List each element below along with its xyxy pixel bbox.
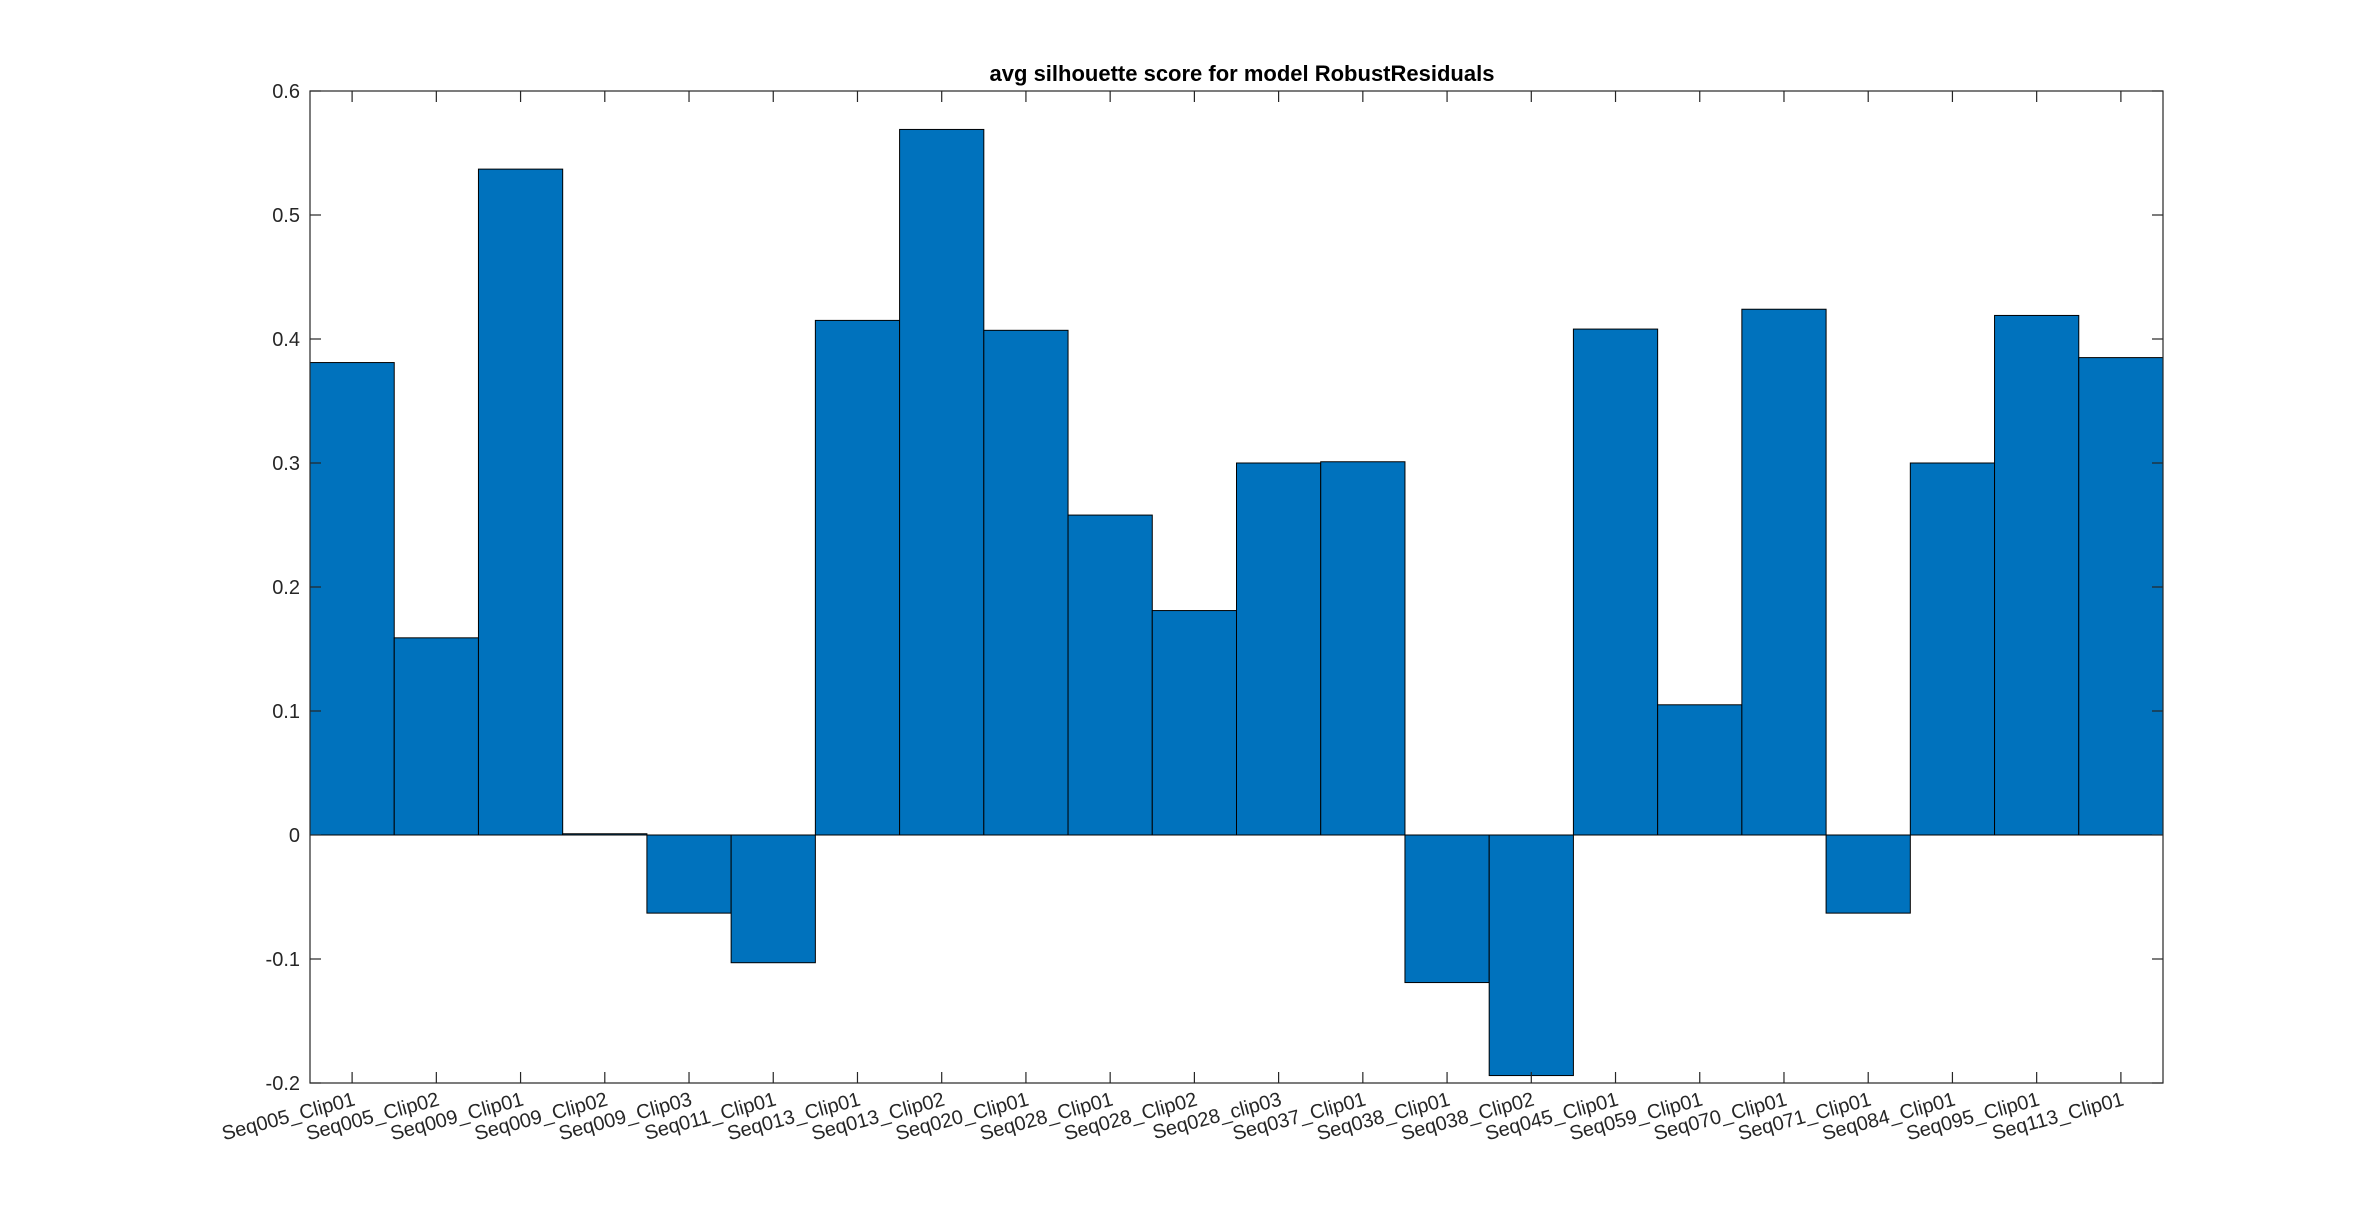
y-tick-labels: 0.6 0.5 0.4 0.3 0.2 0.1 0 -0.1 -0.2 xyxy=(266,81,300,1095)
bar-seq038-clip01 xyxy=(1404,834,1490,984)
bar-seq013-clip01 xyxy=(814,319,901,836)
y-tick-label: 0.1 xyxy=(272,701,300,723)
bar-seq084-clip01 xyxy=(1909,462,1996,836)
bar-seq009-clip03 xyxy=(646,834,732,914)
bar-seq009-clip01 xyxy=(477,168,564,836)
axes-layer xyxy=(309,90,2164,1084)
bar-seq045-clip01 xyxy=(1572,328,1659,836)
bar-seq095-clip01 xyxy=(1994,314,2080,836)
bar-seq070-clip01 xyxy=(1741,308,1827,836)
bar-seq005-clip02 xyxy=(393,637,479,836)
y-tick-label: -0.1 xyxy=(266,949,300,971)
bar-seq113-clip01 xyxy=(2078,357,2164,836)
y-tick-label: 0.3 xyxy=(272,453,300,475)
y-tick-label: 0.4 xyxy=(272,329,300,351)
bar-seq059-clip01 xyxy=(1657,704,1743,836)
bar-seq009-clip02 xyxy=(562,833,648,836)
bar-seq071-clip01 xyxy=(1825,834,1911,914)
bar-seq028-clip02 xyxy=(1151,610,1237,836)
y-tick-label: 0 xyxy=(289,825,300,847)
bar-seq005-clip01 xyxy=(309,362,395,836)
bar-seq020-clip01 xyxy=(983,329,1069,836)
bars-layer xyxy=(309,128,2164,1077)
bar-seq028-clip01 xyxy=(1067,514,1153,836)
y-tick-label: -0.2 xyxy=(266,1073,300,1095)
x-tick-labels: Seq005_Clip01Seq005_Clip02Seq009_Clip01S… xyxy=(220,1089,2127,1146)
y-tick-label: 0.6 xyxy=(272,81,300,103)
bar-seq037-clip01 xyxy=(1320,461,1406,836)
bar-seq038-clip02 xyxy=(1488,834,1574,1077)
bar-seq028-clip03 xyxy=(1236,462,1322,836)
chart-title: avg silhouette score for model RobustRes… xyxy=(990,61,1495,86)
y-tick-label: 0.2 xyxy=(272,577,300,599)
y-tick-label: 0.5 xyxy=(272,205,300,227)
bar-seq011-clip01 xyxy=(730,834,816,964)
bar-seq013-clip02 xyxy=(899,128,985,836)
